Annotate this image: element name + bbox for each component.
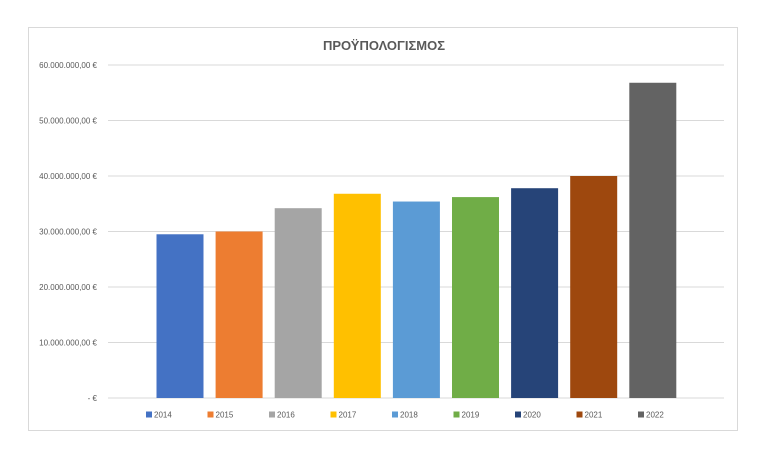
y-tick-label: 10.000.000,00 € xyxy=(39,339,97,348)
chart-frame xyxy=(28,27,738,431)
y-tick-label: 50.000.000,00 € xyxy=(39,117,97,126)
legend-label-2014: 2014 xyxy=(154,411,172,420)
bar-2018 xyxy=(392,201,440,398)
y-tick-label: 60.000.000,00 € xyxy=(39,61,97,70)
legend-label-2021: 2021 xyxy=(585,411,603,420)
bar-2021 xyxy=(570,176,618,398)
legend-swatch-2017 xyxy=(330,411,337,418)
legend-swatch-2021 xyxy=(576,411,583,418)
legend-swatch-2014 xyxy=(146,411,152,418)
gridlines xyxy=(108,64,724,399)
legend-swatch-2019 xyxy=(453,411,460,418)
bar-2016 xyxy=(274,208,322,398)
legend-label-2022: 2022 xyxy=(646,411,664,420)
bar-2020 xyxy=(511,188,559,398)
bar-2014 xyxy=(156,234,204,398)
bar-2017 xyxy=(333,193,381,398)
legend-label-2016: 2016 xyxy=(277,411,295,420)
chart-title: ΠΡΟΫΠΟΛΟΓΙΣΜΟΣ xyxy=(323,38,445,53)
legend-label-2018: 2018 xyxy=(400,411,418,420)
y-tick-label: 30.000.000,00 € xyxy=(39,228,97,237)
legend-swatch-2022 xyxy=(638,411,644,418)
y-axis-ticks: - € 10.000.000,00 € 20.000.000,00 € 30.000.… xyxy=(39,61,97,403)
legend-label-2017: 2017 xyxy=(339,411,357,420)
legend-label-2019: 2019 xyxy=(462,411,480,420)
bar-2019 xyxy=(452,197,499,398)
bar-2022 xyxy=(629,82,677,398)
legend-swatch-2018 xyxy=(392,411,398,418)
legend-label-2015: 2015 xyxy=(216,411,234,420)
legend-label-2020: 2020 xyxy=(523,411,541,420)
y-tick-label: 20.000.000,00 € xyxy=(39,283,97,292)
legend-swatch-2015 xyxy=(207,411,214,418)
y-tick-label: 40.000.000,00 € xyxy=(39,172,97,181)
legend-swatch-2020 xyxy=(515,411,521,418)
y-tick-label: - € xyxy=(88,394,98,403)
bars xyxy=(156,82,677,398)
bar-2015 xyxy=(215,231,263,398)
legend: 2014 2015 2016 2017 2018 2019 2020 2021 2022 xyxy=(146,411,664,420)
legend-swatch-2016 xyxy=(269,411,275,418)
